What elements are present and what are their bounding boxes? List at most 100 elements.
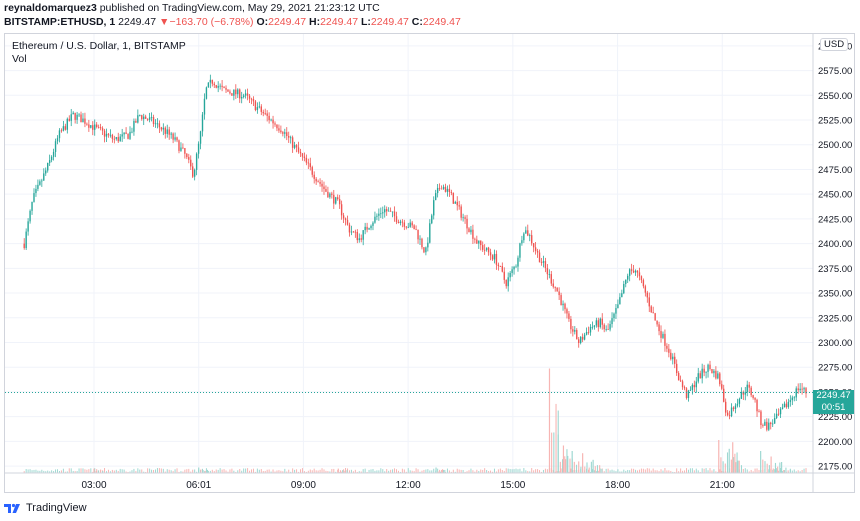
volume-bar xyxy=(740,465,743,473)
volume-bar xyxy=(125,471,127,473)
series-title[interactable]: Ethereum / U.S. Dollar, 1, BITSTAMP xyxy=(12,40,186,52)
volume-bar xyxy=(335,471,337,473)
volume-bar xyxy=(417,469,419,473)
volume-bar xyxy=(553,432,555,473)
currency-badge[interactable]: USD xyxy=(820,38,849,51)
candle-body xyxy=(54,141,57,152)
volume-bar xyxy=(466,471,468,473)
candle-body xyxy=(548,274,551,275)
volume-bar xyxy=(95,471,97,473)
candle-body xyxy=(41,180,43,182)
volume-bar xyxy=(374,470,376,473)
candle-body xyxy=(783,403,786,408)
candle-body xyxy=(583,334,586,340)
volume-bar xyxy=(115,469,117,473)
x-tick-label: 06:01 xyxy=(186,480,211,491)
candle-body xyxy=(613,313,615,319)
volume-bar xyxy=(76,471,78,473)
volume-bar xyxy=(94,468,96,473)
volume-bar xyxy=(133,468,135,473)
volume-bar xyxy=(117,471,119,473)
candle-body xyxy=(750,387,752,396)
candle-body xyxy=(660,331,662,338)
candle-body xyxy=(309,163,311,168)
volume-bar xyxy=(43,470,45,473)
volume-bar xyxy=(575,464,578,473)
volume-bar xyxy=(415,468,417,473)
x-tick-label: 15:00 xyxy=(500,480,525,491)
volume-bar xyxy=(145,471,147,473)
volume-bar xyxy=(209,470,211,473)
footer-brand[interactable]: TradingView xyxy=(26,502,87,514)
candle-body xyxy=(246,93,249,96)
volume-bar xyxy=(441,469,443,473)
candle-body xyxy=(438,187,441,189)
volume-bar xyxy=(742,468,744,473)
volume-bar xyxy=(582,453,584,473)
candle-body xyxy=(178,140,180,151)
symbol-label[interactable]: BITSTAMP:ETHUSD, 1 xyxy=(4,16,116,28)
tradingview-logo-icon[interactable] xyxy=(4,502,22,514)
change-arrow-icon: ▼ xyxy=(159,16,170,28)
candle-body xyxy=(550,274,552,284)
candle-body xyxy=(499,265,502,267)
candle-body xyxy=(546,268,549,275)
candle-body xyxy=(123,132,125,135)
candle-body xyxy=(693,384,696,388)
candle-body xyxy=(368,228,370,230)
volume-bar xyxy=(772,469,774,473)
volume-bar xyxy=(395,469,397,473)
publisher-username[interactable]: reynaldomarquez3 xyxy=(4,2,97,14)
candle-body xyxy=(513,266,515,270)
volume-bar xyxy=(205,468,207,473)
candle-body xyxy=(754,397,756,400)
volume-bar xyxy=(697,470,699,473)
candle-body xyxy=(601,318,603,325)
candle-body xyxy=(505,279,507,287)
volume-bar xyxy=(27,469,29,473)
candle-body xyxy=(493,253,496,260)
volume-bar xyxy=(337,469,339,473)
volume-bar xyxy=(272,469,274,473)
volume-bar xyxy=(82,468,84,473)
candle-body xyxy=(668,348,670,353)
volume-bar xyxy=(348,470,350,473)
volume-bar xyxy=(642,468,644,473)
candle-body xyxy=(129,131,131,139)
candle-body xyxy=(338,199,341,205)
volume-bar xyxy=(315,470,317,473)
volume-bar xyxy=(454,471,456,473)
volume-bar xyxy=(497,469,499,473)
candle-body xyxy=(78,114,80,116)
volume-bar xyxy=(37,470,39,473)
volume-bar xyxy=(533,470,535,473)
volume-bar xyxy=(439,469,441,473)
candle-body xyxy=(45,170,47,174)
candle-body xyxy=(329,193,331,198)
volume-bar xyxy=(768,469,770,473)
volume-bar xyxy=(752,471,754,473)
volume-bar xyxy=(109,471,111,473)
volume-bar xyxy=(270,471,272,473)
candle-body xyxy=(409,222,411,227)
volume-bar xyxy=(53,471,55,473)
last-price-tag: 2249.47 00:51 xyxy=(813,390,854,414)
candle-body xyxy=(517,257,519,267)
candle-body xyxy=(482,245,484,250)
candle-body xyxy=(740,391,743,399)
volume-bar xyxy=(288,469,290,473)
candle-body xyxy=(66,118,69,130)
volume-bar xyxy=(442,469,444,473)
x-tick-label: 12:00 xyxy=(396,480,421,491)
volume-bar xyxy=(182,471,184,473)
volume-bar xyxy=(733,457,735,473)
volume-bar xyxy=(90,468,92,473)
candle-body xyxy=(244,93,247,96)
chart-pane[interactable] xyxy=(4,33,855,493)
candle-body xyxy=(213,83,215,86)
volume-legend[interactable]: Vol xyxy=(12,53,27,65)
candle-body xyxy=(775,413,778,419)
candle-body xyxy=(427,242,429,248)
candle-body xyxy=(395,216,398,223)
